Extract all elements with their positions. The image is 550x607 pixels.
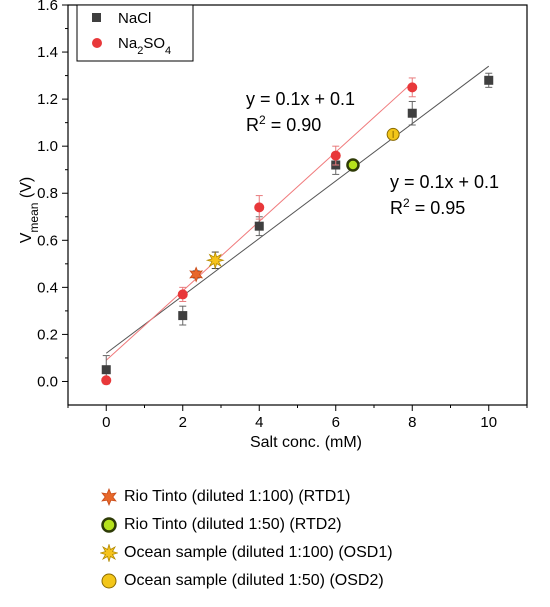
y-axis-title-unit: (V) [18, 177, 35, 203]
y-tick-label: 0.6 [37, 232, 58, 249]
nacl-point [484, 75, 494, 85]
legend-label-na2so4-b: 2 [137, 45, 143, 57]
fit-r2-sup-nacl: 2 [403, 196, 410, 210]
fit-r2-na2so4: R2 = 0.90 [246, 113, 321, 135]
fit-equation-nacl: y = 0.1x + 0.1 [390, 172, 499, 192]
starburst-icon [100, 544, 118, 562]
sample-legend-label: Ocean sample (diluted 1:100) (OSD1) [124, 544, 393, 561]
sample-legend-label: Rio Tinto (diluted 1:50) (RTD2) [124, 516, 342, 533]
x-tick-label: 2 [179, 414, 187, 431]
nacl-point [254, 221, 264, 231]
sample-legend-item-rtd2: Rio Tinto (diluted 1:50) (RTD2) [100, 511, 540, 539]
x-tick-label: 0 [102, 414, 110, 431]
nacl-point [178, 311, 188, 321]
fit-r2-value-nacl: = 0.95 [410, 198, 466, 218]
x-axis-title: Salt conc. (mM) [250, 434, 362, 451]
na2so4-point [330, 150, 341, 161]
fit-r2-sup-na2so4: 2 [259, 113, 266, 127]
legend-marker-na2so4 [92, 38, 102, 48]
na2so4-point [101, 375, 112, 386]
legend-label-na2so4-d: 4 [165, 45, 171, 57]
data-marks [101, 72, 494, 386]
na2so4-point [407, 82, 418, 93]
y-tick-label: 1.6 [37, 0, 58, 14]
y-tick-label: 0.2 [37, 326, 58, 343]
y-tick-label: 1.0 [37, 138, 58, 155]
sample-legend-item-osd2: Ocean sample (diluted 1:50) (OSD2) [100, 567, 540, 595]
y-axis-title-sub: mean [27, 203, 41, 233]
y-axis-title-main: V [18, 232, 35, 243]
y-axis-title: Vmean (V) [18, 177, 41, 243]
chart-canvas: 0 2 4 6 8 10 0.0 0.2 0.4 0.6 0.8 1.0 1.2 1.4 1.6 Salt… [18, 0, 528, 451]
sample-legend-label: Rio Tinto (diluted 1:100) (RTD1) [124, 488, 351, 505]
sample-legend: Rio Tinto (diluted 1:100) (RTD1) Rio Tin… [100, 483, 540, 595]
star-icon [101, 488, 117, 506]
nacl-point [407, 108, 417, 118]
legend-label-nacl: NaCl [118, 10, 151, 27]
x-tick-label: 10 [480, 414, 497, 431]
fit-line [105, 65, 490, 354]
y-tick-label: 0.0 [37, 373, 58, 390]
na2so4-point [177, 289, 188, 300]
y-tick-label: 1.4 [37, 44, 58, 61]
fit-r2-nacl: R2 = 0.95 [390, 196, 465, 218]
x-tick-label: 8 [408, 414, 416, 431]
y-axis: 0.0 0.2 0.4 0.6 0.8 1.0 1.2 1.4 1.6 [37, 0, 68, 390]
legend-label-na2so4: Na2SO4 [118, 35, 171, 57]
x-axis: 0 2 4 6 8 10 [67, 405, 528, 431]
sample-point-osd1 [205, 250, 225, 270]
y-tick-label: 0.4 [37, 279, 58, 296]
legend-label-na2so4-a: Na [118, 35, 138, 52]
ring-icon [101, 517, 117, 533]
sample-legend-label: Ocean sample (diluted 1:50) (OSD2) [124, 572, 384, 589]
fit-r2-label-nacl: R [390, 198, 403, 218]
fit-r2-value-na2so4: = 0.90 [266, 115, 322, 135]
circle-icon [101, 573, 117, 589]
sample-point-rtd2 [346, 158, 360, 172]
nacl-point [101, 365, 111, 375]
legend-marker-nacl [92, 13, 101, 22]
sample-legend-item-rtd1: Rio Tinto (diluted 1:100) (RTD1) [100, 483, 540, 511]
legend-label-na2so4-c: SO [143, 35, 165, 52]
fit-r2-label-na2so4: R [246, 115, 259, 135]
y-tick-label: 0.8 [37, 185, 58, 202]
fit-equation-na2so4: y = 0.1x + 0.1 [246, 89, 355, 109]
legend: NaCl Na2SO4 [76, 4, 194, 62]
x-tick-label: 6 [332, 414, 340, 431]
x-tick-label: 4 [255, 414, 263, 431]
na2so4-point [254, 202, 265, 213]
sample-point-rtd1 [189, 266, 204, 283]
sample-legend-item-osd1: Ocean sample (diluted 1:100) (OSD1) [100, 539, 540, 567]
y-tick-label: 1.2 [37, 91, 58, 108]
